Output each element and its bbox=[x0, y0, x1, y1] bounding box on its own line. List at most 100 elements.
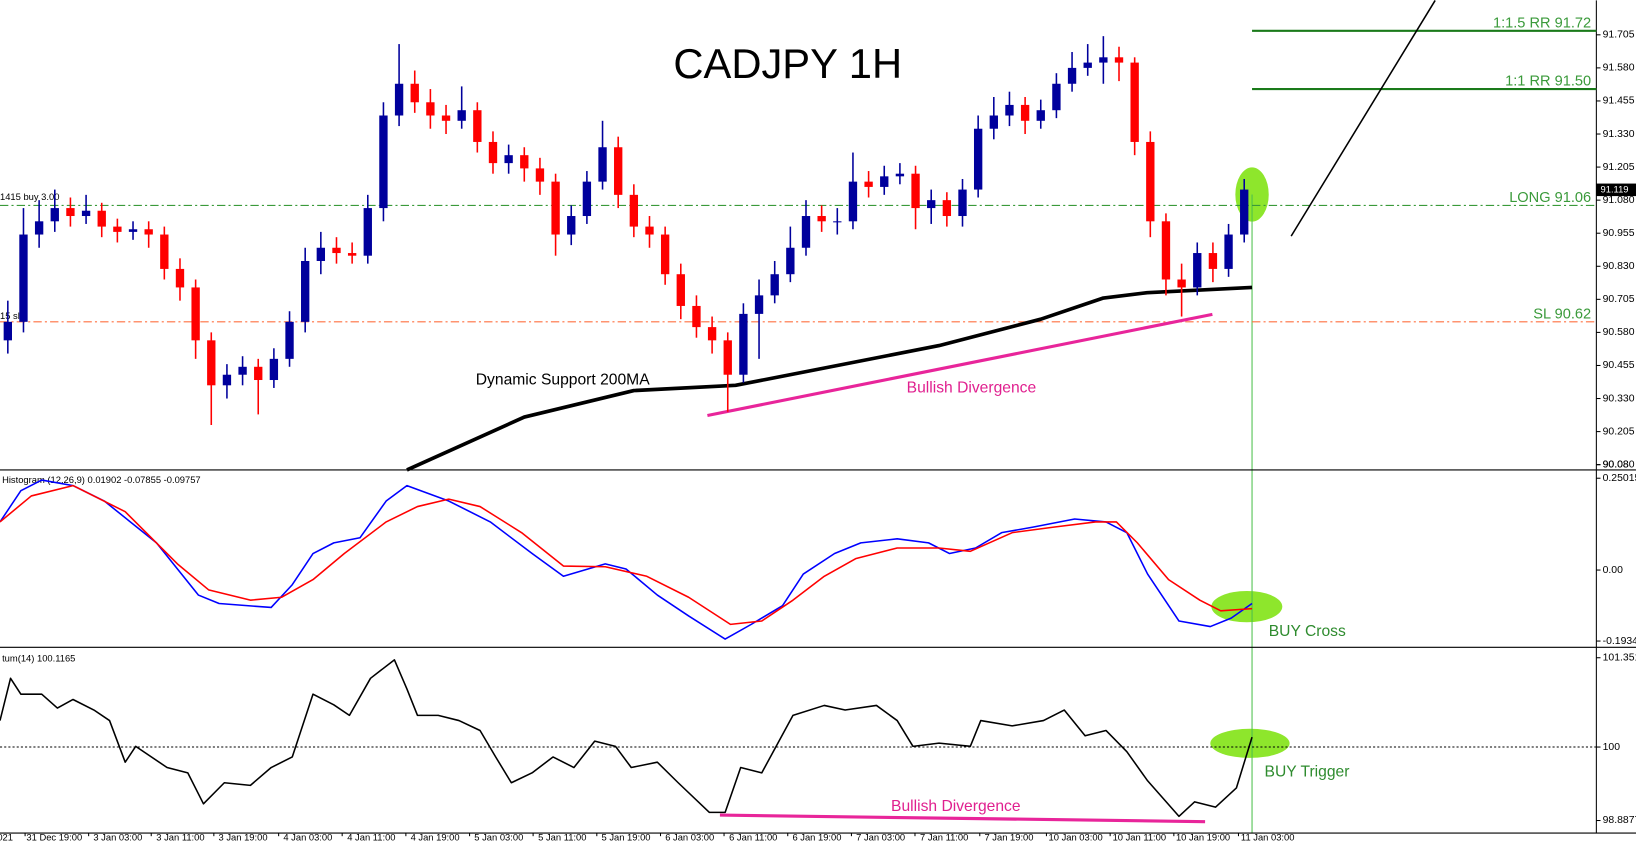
candle-body bbox=[535, 168, 545, 182]
x-tick-label: 6 Jan 03:00 bbox=[665, 832, 714, 843]
candle-body bbox=[1161, 221, 1171, 280]
candle-body bbox=[1036, 110, 1045, 121]
candle-body bbox=[1067, 67, 1077, 84]
candle-body bbox=[754, 295, 764, 314]
candle-body bbox=[238, 366, 247, 375]
y-tick-label: -0.19341 bbox=[1603, 636, 1636, 647]
candle-body bbox=[441, 115, 451, 121]
candle-body bbox=[128, 229, 138, 232]
level-label: SL 90.62 bbox=[1533, 306, 1591, 322]
candle-body bbox=[801, 216, 811, 248]
candle-body bbox=[660, 234, 670, 275]
level-label: LONG 91.06 bbox=[1509, 190, 1591, 206]
candle-body bbox=[989, 115, 998, 129]
candle-body bbox=[645, 226, 654, 235]
candle-body bbox=[833, 221, 842, 223]
annotation: BUY Cross bbox=[1269, 623, 1346, 640]
candle-body bbox=[504, 155, 513, 164]
candle-body bbox=[363, 208, 372, 256]
level-label: 1:1.5 RR 91.72 bbox=[1493, 15, 1591, 31]
series-line bbox=[0, 659, 1253, 818]
y-tick-label: 90.455 bbox=[1603, 360, 1635, 371]
x-tick-label: 3 Jan 03:00 bbox=[93, 832, 142, 843]
candle-body bbox=[1114, 57, 1124, 63]
candle-body bbox=[958, 189, 967, 217]
candle-body bbox=[895, 173, 905, 177]
candle-body bbox=[1130, 62, 1139, 142]
candle-body bbox=[207, 340, 216, 386]
price-tag-label: 91.119 bbox=[1601, 183, 1629, 194]
y-tick-label: 90.580 bbox=[1603, 327, 1635, 338]
candle-body bbox=[347, 253, 357, 256]
candle-body bbox=[739, 313, 748, 375]
y-tick-label: 100 bbox=[1603, 742, 1621, 753]
x-tick-label: 5 Jan 19:00 bbox=[602, 832, 651, 843]
candle-body bbox=[567, 216, 576, 235]
candle-body bbox=[1208, 253, 1218, 269]
y-tick-label: 91.705 bbox=[1603, 30, 1635, 41]
candle-body bbox=[770, 274, 779, 296]
y-tick-label: 90.205 bbox=[1603, 426, 1635, 437]
x-tick-label: 6 Jan 19:00 bbox=[792, 832, 841, 843]
chart-title: CADJPY 1H bbox=[673, 40, 902, 87]
series-line bbox=[0, 479, 1253, 640]
x-tick-label: 11 Jan 03:00 bbox=[1241, 832, 1295, 843]
x-tick-label: 021 bbox=[0, 832, 13, 843]
y-tick-label: 91.330 bbox=[1603, 129, 1635, 140]
candle-body bbox=[457, 110, 466, 121]
y-tick-label: 90.330 bbox=[1603, 393, 1635, 404]
indicator-label: Histogram (12,26,9) 0.01902 -0.07855 -0.… bbox=[2, 474, 201, 485]
x-tick-label: 4 Jan 19:00 bbox=[411, 832, 460, 843]
candle-body bbox=[1146, 141, 1155, 222]
y-tick-label: 91.080 bbox=[1603, 195, 1635, 206]
y-tick-label: 91.580 bbox=[1603, 63, 1635, 74]
y-tick-label: 91.455 bbox=[1603, 96, 1635, 107]
candle-body bbox=[50, 208, 59, 222]
candle-body bbox=[316, 247, 326, 261]
candle-body bbox=[520, 155, 529, 169]
candle-body bbox=[786, 247, 795, 275]
level-label: 1:1 RR 91.50 bbox=[1505, 74, 1591, 90]
candle-body bbox=[81, 210, 91, 217]
y-tick-label: 90.08 bbox=[1603, 459, 1629, 470]
x-tick-label: 10 Jan 03:00 bbox=[1049, 832, 1103, 843]
candle-body bbox=[911, 173, 920, 209]
candle-body bbox=[817, 216, 826, 222]
candle-body bbox=[113, 226, 122, 232]
candle-body bbox=[175, 268, 185, 288]
overlay-line bbox=[707, 312, 1213, 418]
x-tick-label: 3 Jan 11:00 bbox=[156, 832, 204, 843]
y-tick-label: 90.705 bbox=[1603, 294, 1635, 305]
candle-body bbox=[864, 181, 873, 187]
candle-body bbox=[254, 366, 263, 381]
x-tick-label: 10 Jan 19:00 bbox=[1176, 832, 1230, 843]
candle-body bbox=[723, 340, 732, 375]
candle-body bbox=[144, 229, 153, 235]
candle-body bbox=[614, 147, 623, 195]
candle-body bbox=[1052, 83, 1061, 111]
series-line bbox=[0, 484, 1253, 626]
candle-body bbox=[1224, 234, 1233, 269]
candle-body bbox=[191, 287, 200, 341]
candle-body bbox=[927, 200, 936, 209]
x-tick-label: 6 Jan 11:00 bbox=[729, 832, 777, 843]
x-tick-label: 4 Jan 11:00 bbox=[347, 832, 395, 843]
y-tick-label: 90.955 bbox=[1603, 228, 1635, 239]
candle-body bbox=[707, 327, 717, 341]
candle-body bbox=[301, 260, 310, 322]
y-tick-label: 0.25015 bbox=[1603, 473, 1636, 484]
x-tick-label: 3 Jan 19:00 bbox=[219, 832, 268, 843]
x-tick-label: 5 Jan 03:00 bbox=[474, 832, 523, 843]
candle-body bbox=[973, 128, 983, 190]
candle-body bbox=[3, 321, 12, 341]
candle-body bbox=[473, 110, 482, 142]
annotation: 1415 buy 3.00 bbox=[0, 191, 59, 202]
x-tick-label: 31 Dec 19:00 bbox=[26, 832, 82, 843]
annotation: 15 sl bbox=[0, 310, 20, 321]
candle-body bbox=[551, 181, 560, 235]
candle-body bbox=[379, 115, 388, 209]
candle-body bbox=[97, 210, 106, 227]
x-tick-label: 5 Jan 11:00 bbox=[538, 832, 586, 843]
